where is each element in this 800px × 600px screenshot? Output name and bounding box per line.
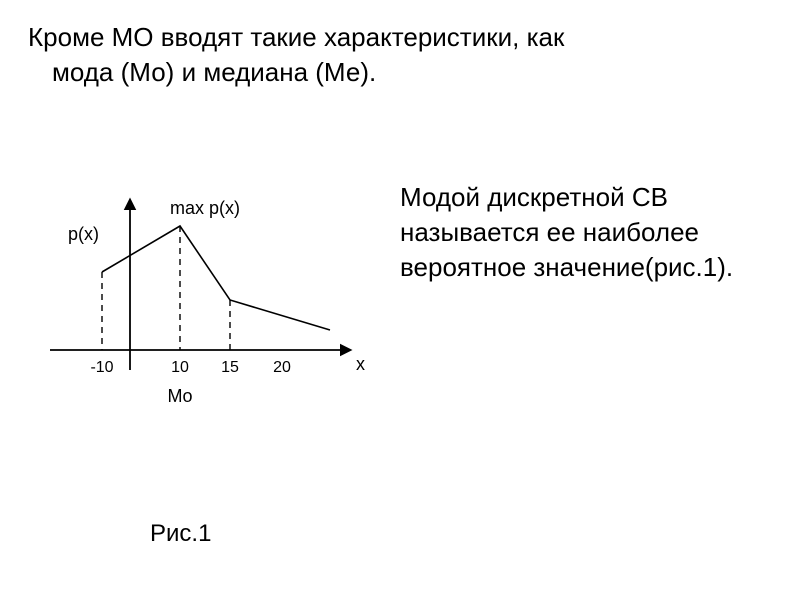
- definition-text: Модой дискретной СВ называется ее наибол…: [400, 180, 780, 285]
- svg-text:10: 10: [171, 359, 189, 376]
- intro-text: Кроме МО вводят такие характеристики, ка…: [28, 20, 768, 90]
- intro-line-2: мода (Мо) и медиана (Ме).: [28, 55, 768, 90]
- svg-text:max p(x): max p(x): [170, 198, 240, 218]
- mode-figure: -10 10 15 20 p(x) max p(x) x Mo: [30, 180, 380, 510]
- svg-text:x: x: [356, 354, 365, 374]
- svg-text:20: 20: [273, 359, 291, 376]
- chart-svg: -10 10 15 20 p(x) max p(x) x Mo: [30, 180, 380, 460]
- svg-text:Mo: Mo: [167, 386, 192, 406]
- slide: Кроме МО вводят такие характеристики, ка…: [0, 0, 800, 600]
- svg-text:p(x): p(x): [68, 224, 99, 244]
- svg-text:15: 15: [221, 359, 239, 376]
- figure-caption: Рис.1: [150, 520, 211, 548]
- intro-line-1: Кроме МО вводят такие характеристики, ка…: [28, 20, 768, 55]
- svg-text:-10: -10: [90, 359, 113, 376]
